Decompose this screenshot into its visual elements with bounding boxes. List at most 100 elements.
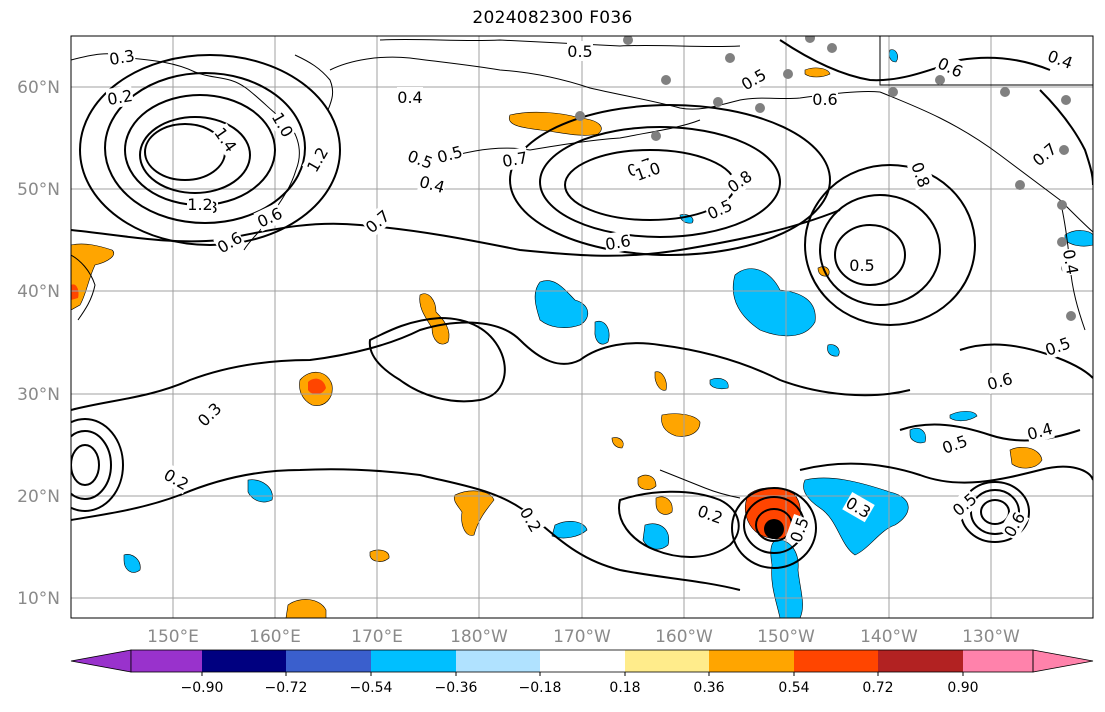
positive-patch xyxy=(1009,447,1043,469)
colorbar-bin xyxy=(540,650,625,672)
contour-label-group: 0.4 xyxy=(1058,247,1084,277)
latitude-label: 30°N xyxy=(17,385,60,405)
colorbar-tick-label: 0.54 xyxy=(778,680,809,696)
coastline-canada-box xyxy=(879,36,1093,86)
contour-label-background xyxy=(842,491,875,523)
colorbar-bin xyxy=(794,650,878,672)
colorbar-tick-label: −0.90 xyxy=(181,680,224,696)
longitude-label: 170°W xyxy=(553,627,611,647)
contour-line xyxy=(618,490,740,558)
negative-patch xyxy=(709,378,729,390)
map-frame xyxy=(70,35,1094,619)
contour-ring xyxy=(509,104,831,256)
contour-label-background xyxy=(1024,418,1055,445)
colorbar-bin xyxy=(709,650,794,672)
contour-label-background xyxy=(360,205,394,238)
positive-patch xyxy=(654,371,667,391)
positive-patch xyxy=(637,474,657,490)
contour-label-background xyxy=(397,87,423,107)
contour-label-background xyxy=(515,503,547,536)
colorbar-bin xyxy=(963,650,1033,672)
positive-patch xyxy=(804,67,831,78)
contour-line xyxy=(71,321,911,411)
station-marker xyxy=(1059,145,1069,155)
cyclone-core xyxy=(764,519,784,539)
contour-label-group: 1.2 xyxy=(187,194,213,214)
contour-label: 0.2 xyxy=(106,86,134,109)
positive-patch xyxy=(285,599,327,618)
colorbar-bin xyxy=(131,650,202,672)
contour-ring xyxy=(71,430,112,500)
station-marker xyxy=(935,75,945,85)
contour-label-group: 0.2 xyxy=(105,84,135,110)
latitude-label: 50°N xyxy=(17,180,60,200)
contour-line xyxy=(71,209,841,257)
contour-ring xyxy=(79,54,341,246)
latitude-label: 20°N xyxy=(17,487,60,507)
longitude-label: 180°W xyxy=(450,627,508,647)
contour-ring xyxy=(104,72,306,224)
contour-label-background xyxy=(213,226,246,258)
contour-label: 0.5 xyxy=(567,42,592,61)
contour-label-background xyxy=(105,84,135,110)
contour-label-background xyxy=(301,143,333,176)
contour-label-group: 0.4 xyxy=(417,171,448,198)
contour-label-background xyxy=(603,229,633,255)
positive-patch xyxy=(655,496,673,515)
station-marker xyxy=(783,69,793,79)
contour-label-background xyxy=(737,63,770,95)
contour-label-group: 0.5 xyxy=(567,41,593,61)
colorbar-extend-low xyxy=(70,649,132,673)
longitude-label: 160°W xyxy=(655,627,713,647)
contour-label-background xyxy=(812,89,838,109)
contour-line xyxy=(1039,89,1093,186)
negative-patch xyxy=(123,554,141,573)
negative-patch xyxy=(909,428,926,444)
station-markers xyxy=(415,36,1076,321)
colorbar-bin xyxy=(286,650,371,672)
strong-positive-patch xyxy=(308,378,326,395)
map-title: 2024082300 F036 xyxy=(472,8,633,28)
coastline-hawaii xyxy=(659,469,741,499)
positive-patch xyxy=(369,549,390,562)
contour-label-group: 1.0 xyxy=(632,157,664,185)
contour-layer xyxy=(71,39,1093,591)
station-marker xyxy=(888,87,898,97)
contour-line xyxy=(71,468,741,591)
contour-label-background xyxy=(107,44,137,70)
contour-ring xyxy=(970,489,1020,535)
contour-ring xyxy=(71,444,100,486)
longitude-label: 140°W xyxy=(860,627,918,647)
colorbar-bin xyxy=(625,650,709,672)
colorbar-tick-label: −0.36 xyxy=(435,680,478,696)
contour-label-background xyxy=(500,146,530,172)
colorbar-tick-label: −0.54 xyxy=(350,680,393,696)
longitude-label: 160°E xyxy=(249,627,301,647)
colorbar-bin xyxy=(456,650,540,672)
contour-label-background xyxy=(417,171,448,198)
negative-patch xyxy=(949,411,978,422)
coastline-kamchatka-east xyxy=(294,54,334,111)
colorbar-tick-label: 0.18 xyxy=(609,680,640,696)
station-marker xyxy=(725,53,735,63)
contour-label-background xyxy=(632,157,664,185)
contour-label-background xyxy=(939,430,971,458)
contour-label-group: 0.5 xyxy=(849,255,875,275)
contour-label: 0.5 xyxy=(849,256,874,275)
contour-label: 0.3 xyxy=(108,46,136,69)
contour-label-background xyxy=(934,52,967,82)
colorbar-tick-label: −0.72 xyxy=(265,680,308,696)
negative-patch xyxy=(594,320,610,345)
contour-label-background xyxy=(1042,332,1074,360)
contour-ring xyxy=(980,499,1010,525)
station-marker xyxy=(1015,180,1025,190)
contour-line xyxy=(779,39,1051,82)
contour-label: 0.6 xyxy=(812,90,837,109)
station-marker xyxy=(713,97,723,107)
latitude-label: 60°N xyxy=(17,78,60,98)
contour-ring xyxy=(819,194,941,306)
latitude-label: 10°N xyxy=(17,589,60,609)
contour-label-background xyxy=(187,194,213,214)
contour-label-background xyxy=(160,463,193,495)
colorbar: −0.90 −0.72 −0.54 −0.36 −0.18 0.18 0.36 0.54 0.7… xyxy=(70,649,1094,696)
